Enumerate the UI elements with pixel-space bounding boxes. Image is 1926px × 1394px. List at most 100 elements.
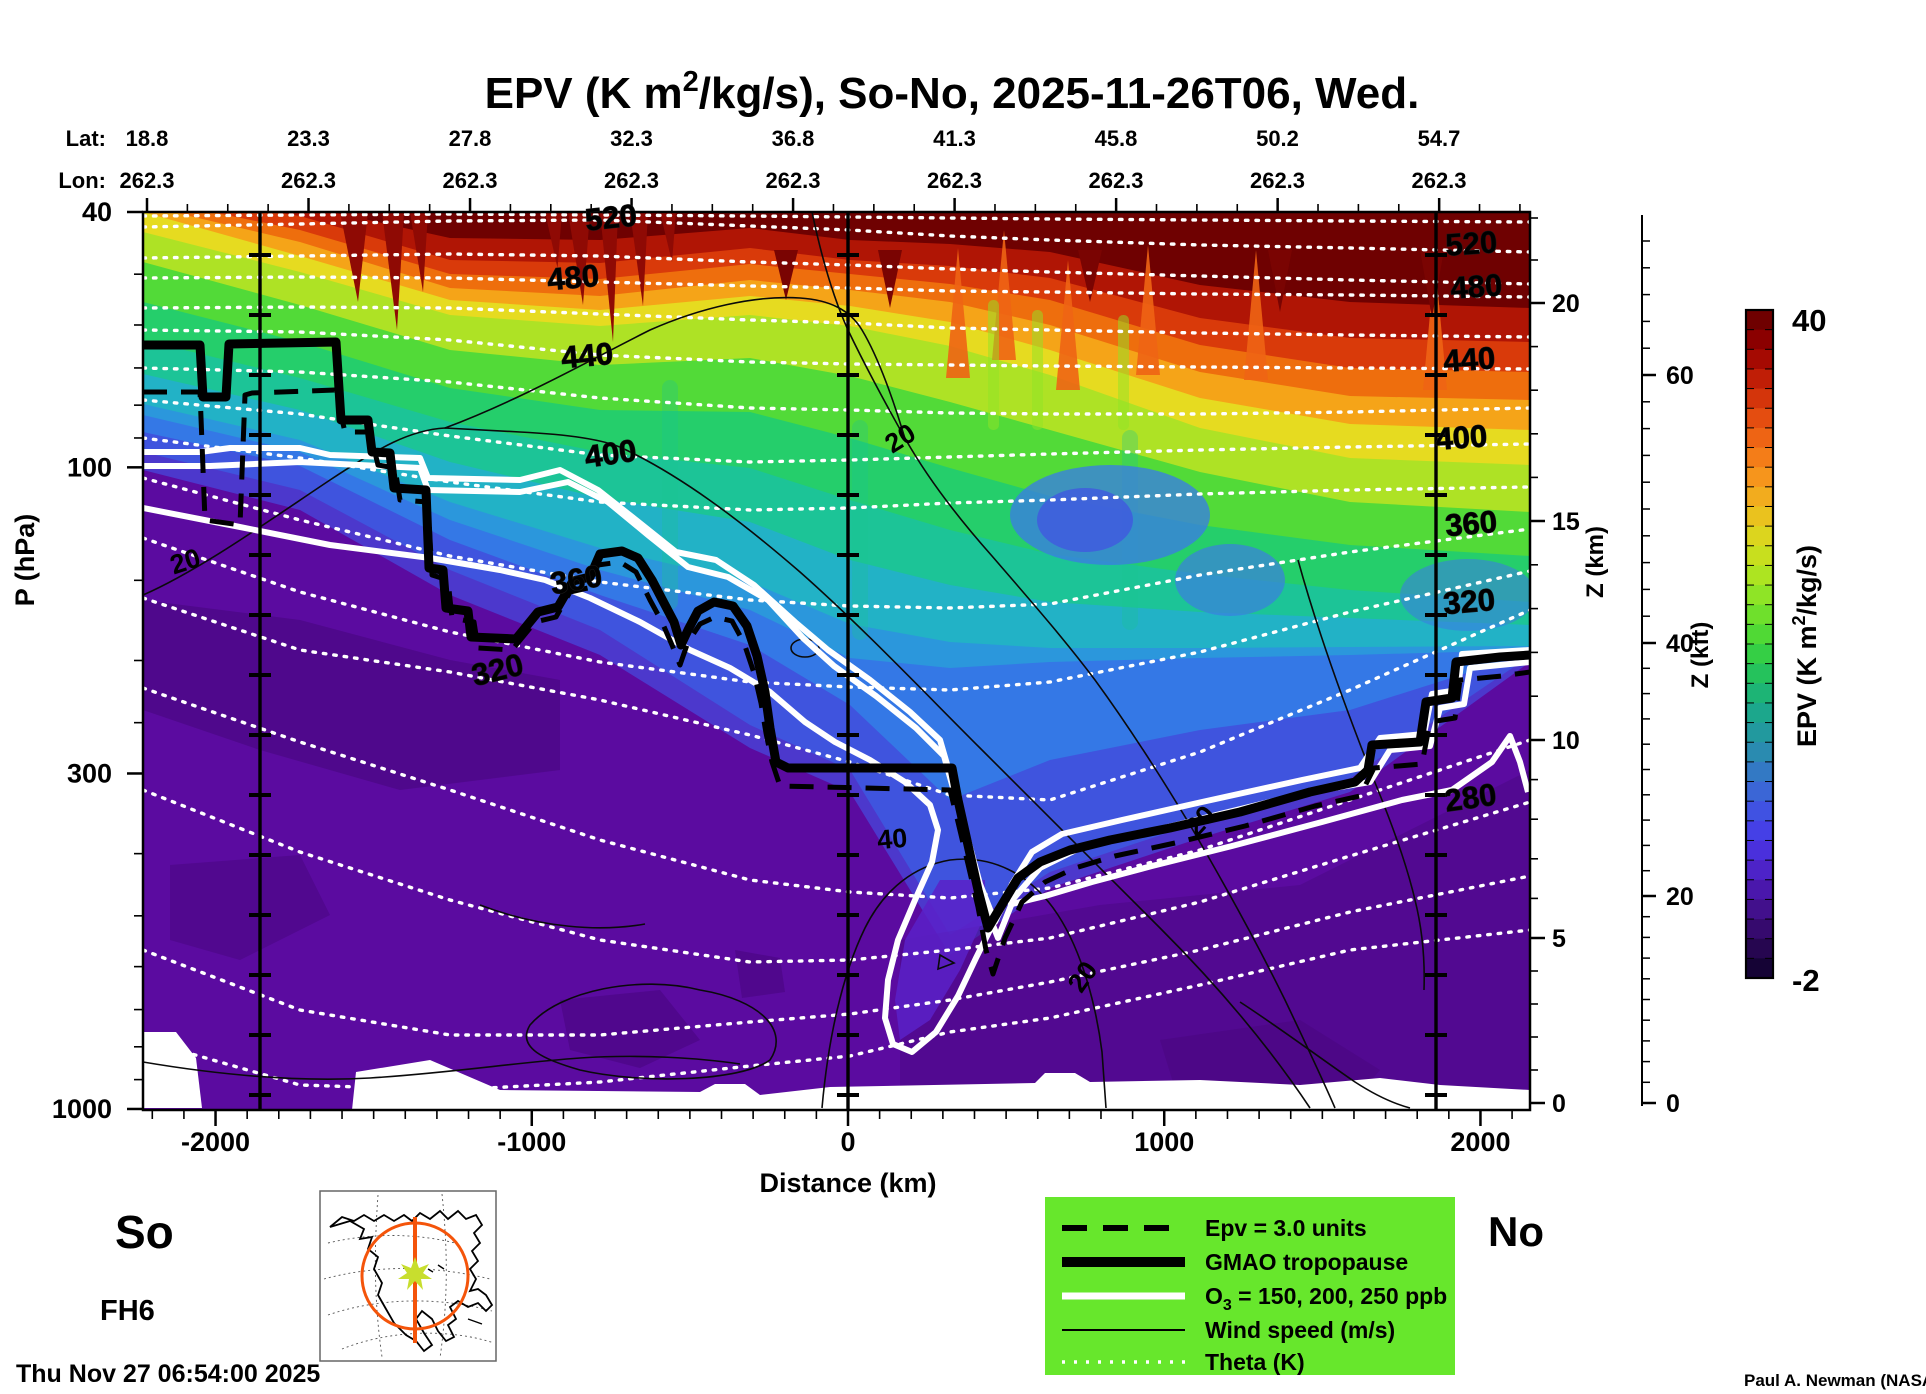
epv-isoline-dashed — [143, 387, 1530, 977]
colorbar-cell — [1746, 958, 1773, 979]
colorbar-cell — [1746, 840, 1773, 861]
zkft-tick-label: 40 — [1666, 630, 1694, 658]
wind-speed-contour — [821, 858, 1107, 1109]
colorbar-cell — [1746, 604, 1773, 625]
lon-value: 262.3 — [119, 168, 174, 193]
theta-contour — [143, 275, 1530, 299]
theta-contour-label: 400 — [1434, 418, 1488, 457]
pressure-axis-label: P (hPa) — [10, 514, 40, 607]
epv-dark-patch — [560, 990, 700, 1068]
pressure-tick-label: 40 — [82, 197, 112, 227]
epv-streak — [852, 420, 868, 640]
colorbar-cell — [1746, 801, 1773, 822]
distance-tick-label: 0 — [840, 1127, 855, 1157]
wind-speed-contour — [444, 296, 907, 443]
ozone-contour — [1007, 733, 1530, 908]
legend-wind-label: Wind speed (m/s) — [1205, 1317, 1395, 1343]
theta-contour — [143, 218, 1530, 254]
colorbar-border — [1744, 308, 1775, 980]
colorbar-cell — [1746, 702, 1773, 724]
lon-prefix: Lon: — [58, 168, 106, 193]
epv-plume — [878, 250, 902, 308]
epv-plume — [545, 212, 562, 268]
lat-value: 45.8 — [1095, 126, 1138, 151]
legend-epv-label: Epv = 3.0 units — [1205, 1215, 1367, 1241]
colorbar-cell — [1746, 506, 1773, 527]
colorbar-cell — [1746, 820, 1773, 842]
wind-speed-contour — [143, 1055, 741, 1080]
ozone-contour — [143, 459, 1530, 941]
zkm-tick-label: 20 — [1552, 290, 1580, 318]
zkft-tick-label: 0 — [1666, 1090, 1680, 1118]
lon-value: 262.3 — [765, 168, 820, 193]
lon-value: 262.3 — [281, 168, 336, 193]
theta-contour — [143, 212, 1530, 224]
lon-value: 262.3 — [927, 168, 982, 193]
lon-value: 262.3 — [1411, 168, 1466, 193]
legend: Epv = 3.0 units GMAO tropopause O3 = 150… — [1045, 1197, 1455, 1375]
epv-plume — [1136, 245, 1160, 375]
epv-plume — [1078, 250, 1102, 302]
tropopause-line — [143, 337, 1530, 933]
epv-plume — [600, 212, 618, 342]
theta-contour-label: 480 — [1449, 267, 1503, 306]
wind-speed-contour — [811, 212, 1336, 1109]
lat-value: 23.3 — [287, 126, 330, 151]
zkm-tick-label: 10 — [1552, 727, 1580, 755]
coastline — [329, 1209, 494, 1353]
colorbar-min: -2 — [1792, 963, 1820, 998]
wind-contour-label: 40 — [876, 823, 909, 856]
epv-plume — [1056, 260, 1080, 390]
coastline-islands — [427, 1264, 483, 1325]
colorbar-cell — [1746, 860, 1773, 881]
theta-contour — [143, 536, 1530, 692]
colorbar-cell — [1746, 565, 1773, 586]
epv-pocket — [1037, 488, 1133, 552]
theta-contour-label: 520 — [583, 197, 638, 237]
epv-pocket — [1175, 544, 1285, 616]
colorbar-cell — [1746, 722, 1773, 743]
theta-contour-label: 520 — [1444, 224, 1498, 263]
colorbar-cell — [1746, 329, 1773, 350]
lon-value: 262.3 — [1250, 168, 1305, 193]
center-star-icon — [398, 1257, 432, 1290]
theta-contour — [143, 476, 1530, 610]
wind-speed-contour — [937, 953, 956, 971]
theta-contour — [143, 305, 1530, 339]
colorbar-cell — [1746, 368, 1773, 390]
theta-contour-label: 400 — [582, 433, 638, 475]
lat-value: 50.2 — [1256, 126, 1299, 151]
colorbar-cell — [1746, 938, 1773, 959]
epv-streak — [1118, 315, 1129, 430]
lat-value: 41.3 — [933, 126, 976, 151]
epv-streak — [662, 380, 678, 610]
epv-plume — [382, 212, 404, 330]
epv-dark-patch — [143, 600, 560, 790]
colorbar-cell — [1746, 349, 1773, 370]
colorbar-cell — [1746, 526, 1773, 547]
theta-contour — [143, 596, 1530, 802]
theta-contour-label: 440 — [1442, 340, 1496, 379]
zkft-tick-label: 60 — [1666, 362, 1694, 390]
wind-speed-contour — [1297, 559, 1425, 991]
colorbar-cell — [1746, 408, 1773, 429]
legend-tropopause-label: GMAO tropopause — [1205, 1249, 1408, 1275]
theta-contour — [143, 788, 1530, 964]
epv-band — [143, 212, 1530, 308]
theta-contour — [143, 686, 1530, 900]
theta-contour-label: 480 — [546, 258, 601, 297]
theta-contour-label: 440 — [560, 336, 615, 375]
theta-contour-label: 320 — [1442, 582, 1497, 621]
distance-tick-label: -2000 — [181, 1127, 250, 1157]
distance-axis-label: Distance (km) — [759, 1168, 936, 1198]
pressure-tick-label: 300 — [67, 758, 112, 788]
colorbar-cell — [1746, 899, 1773, 920]
colorbar-cell — [1746, 486, 1773, 508]
wind-speed-contour — [479, 904, 646, 929]
lat-prefix: Lat: — [66, 126, 106, 151]
epv-streak — [1032, 310, 1043, 430]
colorbar-cell — [1746, 781, 1773, 802]
zkm-axis-label: Z (km) — [1582, 526, 1609, 598]
colorbar-cell — [1746, 879, 1773, 901]
lat-value: 27.8 — [449, 126, 492, 151]
